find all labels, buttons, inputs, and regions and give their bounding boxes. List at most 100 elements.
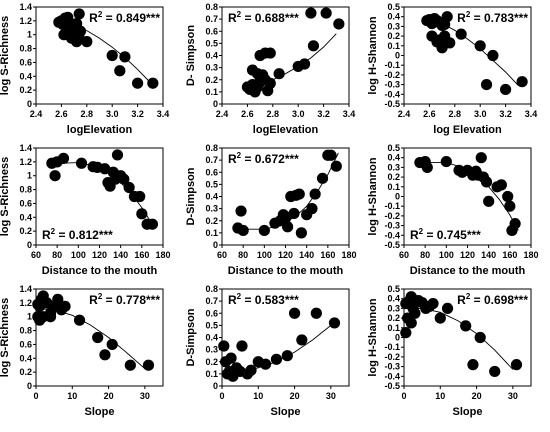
y-tick-label: 0.1 (387, 323, 400, 333)
y-axis-label: D-Simpson (185, 308, 197, 366)
y-tick-label: 0 (213, 99, 218, 109)
y-tick-label: 0.6 (19, 57, 32, 67)
r-squared-annotation: R2 = 0.812*** (42, 227, 113, 242)
data-point (325, 149, 337, 161)
data-point (309, 188, 321, 200)
data-point (264, 77, 276, 89)
y-axis-label: D-Simpson (185, 167, 197, 225)
data-point (441, 11, 453, 23)
x-axis-label: logElevation (67, 124, 133, 136)
data-point (487, 49, 499, 62)
y-tick-label: 0 (395, 51, 400, 61)
scatter-panel-9: 0 10 20 30-0.5-0.4-0.3-0.2-0.100.10.20.30.4… (367, 284, 532, 418)
y-tick-label: 1 (27, 312, 32, 322)
y-tick-label: 0.8 (205, 2, 218, 12)
x-tick-label: 3.4 (525, 109, 538, 119)
data-point (245, 364, 257, 376)
y-tick-label: 0.6 (205, 26, 218, 36)
y-tick-label: 0.2 (19, 367, 32, 377)
data-point (119, 51, 131, 63)
data-point (146, 218, 159, 230)
data-point (320, 7, 332, 19)
data-point (111, 149, 124, 161)
y-tick-label: 0.3 (387, 162, 400, 172)
y-tick-label: 0.5 (387, 2, 400, 12)
y-tick-label: 0.1 (387, 41, 400, 51)
y-tick-label: 1.2 (19, 16, 32, 26)
y-tick-label: 0.3 (387, 303, 400, 313)
data-point (282, 221, 294, 233)
data-point (483, 195, 495, 207)
x-axis-label: Distance to the mouth (228, 265, 344, 277)
x-tick-label: 3.2 (317, 109, 330, 119)
y-tick-label: 0.1 (387, 182, 400, 192)
y-axis-label: log S-Richness (0, 157, 11, 236)
y-tick-label: 0 (27, 381, 32, 391)
x-tick-label: 10 (67, 391, 77, 401)
data-point (298, 58, 311, 70)
y-tick-label: 0.6 (205, 167, 218, 177)
x-tick-label: 2.4 (30, 109, 43, 119)
x-tick-label: 160 (320, 250, 335, 260)
x-tick-label: 2.6 (55, 109, 68, 119)
y-tick-label: -0.5 (384, 99, 400, 109)
x-tick-label: 100 (257, 250, 272, 260)
data-point (474, 40, 486, 52)
data-point (421, 161, 433, 173)
y-tick-label: 1.4 (19, 143, 32, 153)
y-tick-label: 0.5 (205, 179, 218, 189)
y-tick-label: -0.1 (384, 342, 400, 352)
x-axis-label: log Elevation (433, 124, 502, 136)
y-tick-label: 0.3 (205, 345, 218, 355)
y-tick-label: -0.2 (384, 211, 400, 221)
y-tick-label: 0.6 (19, 339, 32, 349)
y-axis-label: log S-Richness (0, 298, 11, 377)
r-squared-annotation: R2 = 0.778*** (89, 292, 160, 307)
data-point (118, 173, 130, 185)
x-tick-label: 20 (290, 391, 300, 401)
data-point (509, 218, 521, 230)
y-tick-label: 0.2 (19, 85, 32, 95)
y-tick-label: 1 (27, 171, 32, 181)
x-tick-label: 100 (439, 250, 454, 260)
x-tick-label: 30 (508, 391, 518, 401)
y-axis-label: D- Simpson (185, 25, 197, 86)
x-tick-label: 120 (278, 250, 293, 260)
x-tick-label: 10 (435, 391, 445, 401)
r-squared-annotation: R2 = 0.672*** (228, 151, 299, 166)
data-point (106, 338, 118, 351)
data-point (444, 37, 456, 49)
y-tick-label: 1.4 (19, 2, 32, 12)
scatter-panel-6: 60 80 100 120 140 160 180-0.5-0.4-0.3-0.2-0.10… (367, 143, 539, 277)
x-tick-label: 0 (219, 391, 224, 401)
data-point (124, 359, 136, 371)
x-axis-label: logElevation (253, 124, 319, 136)
data-point (75, 157, 88, 169)
y-tick-label: 0.8 (19, 326, 32, 336)
x-tick-label: 80 (52, 250, 62, 260)
data-point (270, 353, 283, 365)
data-point (480, 79, 493, 91)
y-tick-label: 0.7 (205, 14, 218, 24)
y-tick-label: 0.2 (387, 172, 400, 182)
y-tick-label: 0.4 (205, 333, 218, 343)
data-point (296, 334, 308, 346)
x-tick-label: 60 (31, 250, 41, 260)
x-tick-label: 3.4 (157, 109, 170, 119)
data-point (475, 152, 487, 164)
data-point (114, 65, 126, 77)
scatter-panel-4: 60 80 100 120 140 160 180 0 0.2 0.4 0.6 0.8 1 1.2 1.4 D… (0, 143, 171, 277)
x-tick-label: 2.4 (216, 109, 229, 119)
y-tick-label: 0.4 (19, 71, 32, 81)
y-tick-label: -0.2 (384, 70, 400, 80)
y-tick-label: 1 (27, 30, 32, 40)
y-tick-label: 0.4 (387, 153, 400, 163)
y-tick-label: 0 (213, 240, 218, 250)
data-point (489, 365, 501, 378)
data-point (500, 83, 512, 96)
y-tick-label: 0.8 (19, 44, 32, 54)
y-tick-label: 0 (395, 333, 400, 343)
data-point (455, 28, 467, 40)
y-tick-label: 0 (213, 381, 218, 391)
y-axis-label: log H-Shannon (367, 157, 379, 235)
